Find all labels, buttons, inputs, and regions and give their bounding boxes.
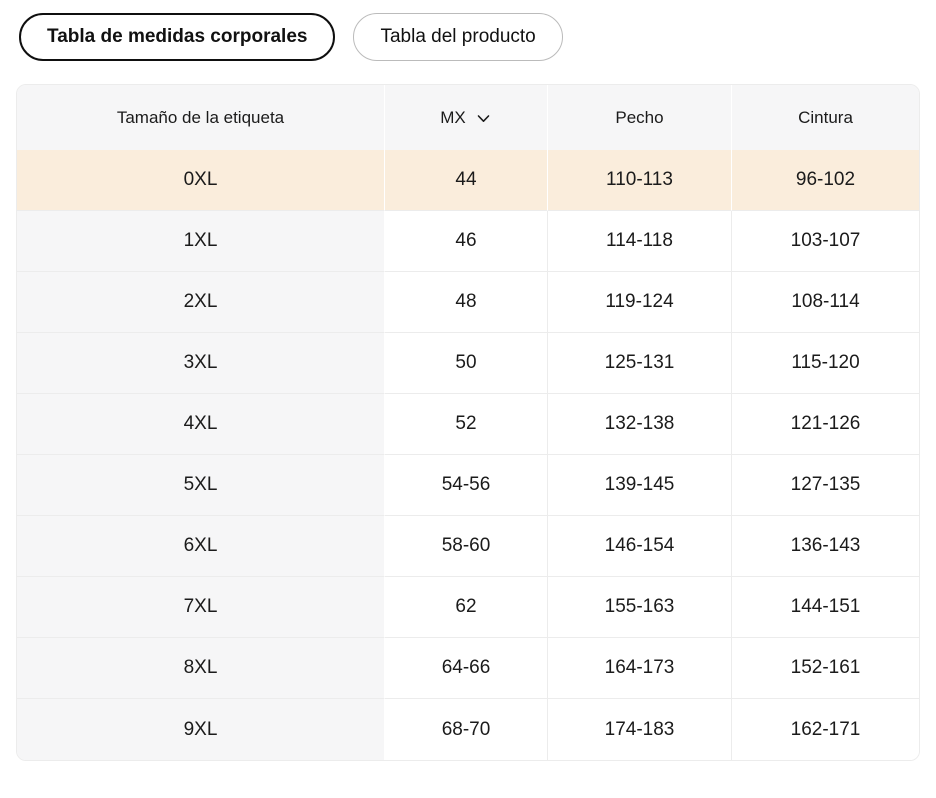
waist-cell: 115-120 [732,333,919,394]
mx-cell: 64-66 [385,638,548,699]
mx-cell: 54-56 [385,455,548,516]
column-header-waist: Cintura [732,85,919,150]
mx-cell: 68-70 [385,699,548,760]
mx-cell: 58-60 [385,516,548,577]
tab-body-measurements[interactable]: Tabla de medidas corporales [19,13,336,61]
mx-cell: 52 [385,394,548,455]
chevron-down-icon [475,110,492,127]
size-system-value: MX [440,107,466,127]
chest-cell: 155-163 [548,577,732,638]
chest-cell: 164-173 [548,638,732,699]
size-cell: 5XL [17,455,385,516]
table-row-9xl: 9XL 68-70 174-183 162-171 [17,699,919,760]
column-header-label-size: Tamaño de la etiqueta [17,85,385,150]
chest-cell: 139-145 [548,455,732,516]
size-cell: 8XL [17,638,385,699]
size-system-dropdown[interactable]: MX [440,108,492,128]
chest-cell: 119-124 [548,272,732,333]
size-cell: 7XL [17,577,385,638]
size-cell: 3XL [17,333,385,394]
chest-cell: 114-118 [548,211,732,272]
chest-cell: 146-154 [548,516,732,577]
waist-cell: 162-171 [732,699,919,760]
mx-cell: 50 [385,333,548,394]
size-cell: 0XL [17,150,385,211]
column-header-chest: Pecho [548,85,732,150]
table-row-3xl: 3XL 50 125-131 115-120 [17,333,919,394]
size-chart-tabs: Tabla de medidas corporales Tabla del pr… [19,13,936,61]
table-row-2xl: 2XL 48 119-124 108-114 [17,272,919,333]
waist-cell: 108-114 [732,272,919,333]
table-row-4xl: 4XL 52 132-138 121-126 [17,394,919,455]
size-chart-table: Tamaño de la etiqueta MX Pecho Cintura [17,85,919,760]
table-row-5xl: 5XL 54-56 139-145 127-135 [17,455,919,516]
table-row-0xl: 0XL 44 110-113 96-102 [17,150,919,211]
table-row-8xl: 8XL 64-66 164-173 152-161 [17,638,919,699]
table-row-6xl: 6XL 58-60 146-154 136-143 [17,516,919,577]
size-cell: 2XL [17,272,385,333]
waist-cell: 103-107 [732,211,919,272]
size-cell: 1XL [17,211,385,272]
waist-cell: 121-126 [732,394,919,455]
waist-cell: 144-151 [732,577,919,638]
size-cell: 9XL [17,699,385,760]
size-chart-table-container: Tamaño de la etiqueta MX Pecho Cintura [16,84,920,761]
size-cell: 6XL [17,516,385,577]
waist-cell: 136-143 [732,516,919,577]
chest-cell: 125-131 [548,333,732,394]
waist-cell: 127-135 [732,455,919,516]
waist-cell: 152-161 [732,638,919,699]
table-header-row: Tamaño de la etiqueta MX Pecho Cintura [17,85,919,150]
mx-cell: 44 [385,150,548,211]
chest-cell: 110-113 [548,150,732,211]
mx-cell: 62 [385,577,548,638]
size-cell: 4XL [17,394,385,455]
mx-cell: 46 [385,211,548,272]
mx-cell: 48 [385,272,548,333]
column-header-size-system: MX [385,85,548,150]
table-row-7xl: 7XL 62 155-163 144-151 [17,577,919,638]
waist-cell: 96-102 [732,150,919,211]
table-row-1xl: 1XL 46 114-118 103-107 [17,211,919,272]
tab-product-measurements[interactable]: Tabla del producto [353,13,563,61]
chest-cell: 174-183 [548,699,732,760]
chest-cell: 132-138 [548,394,732,455]
